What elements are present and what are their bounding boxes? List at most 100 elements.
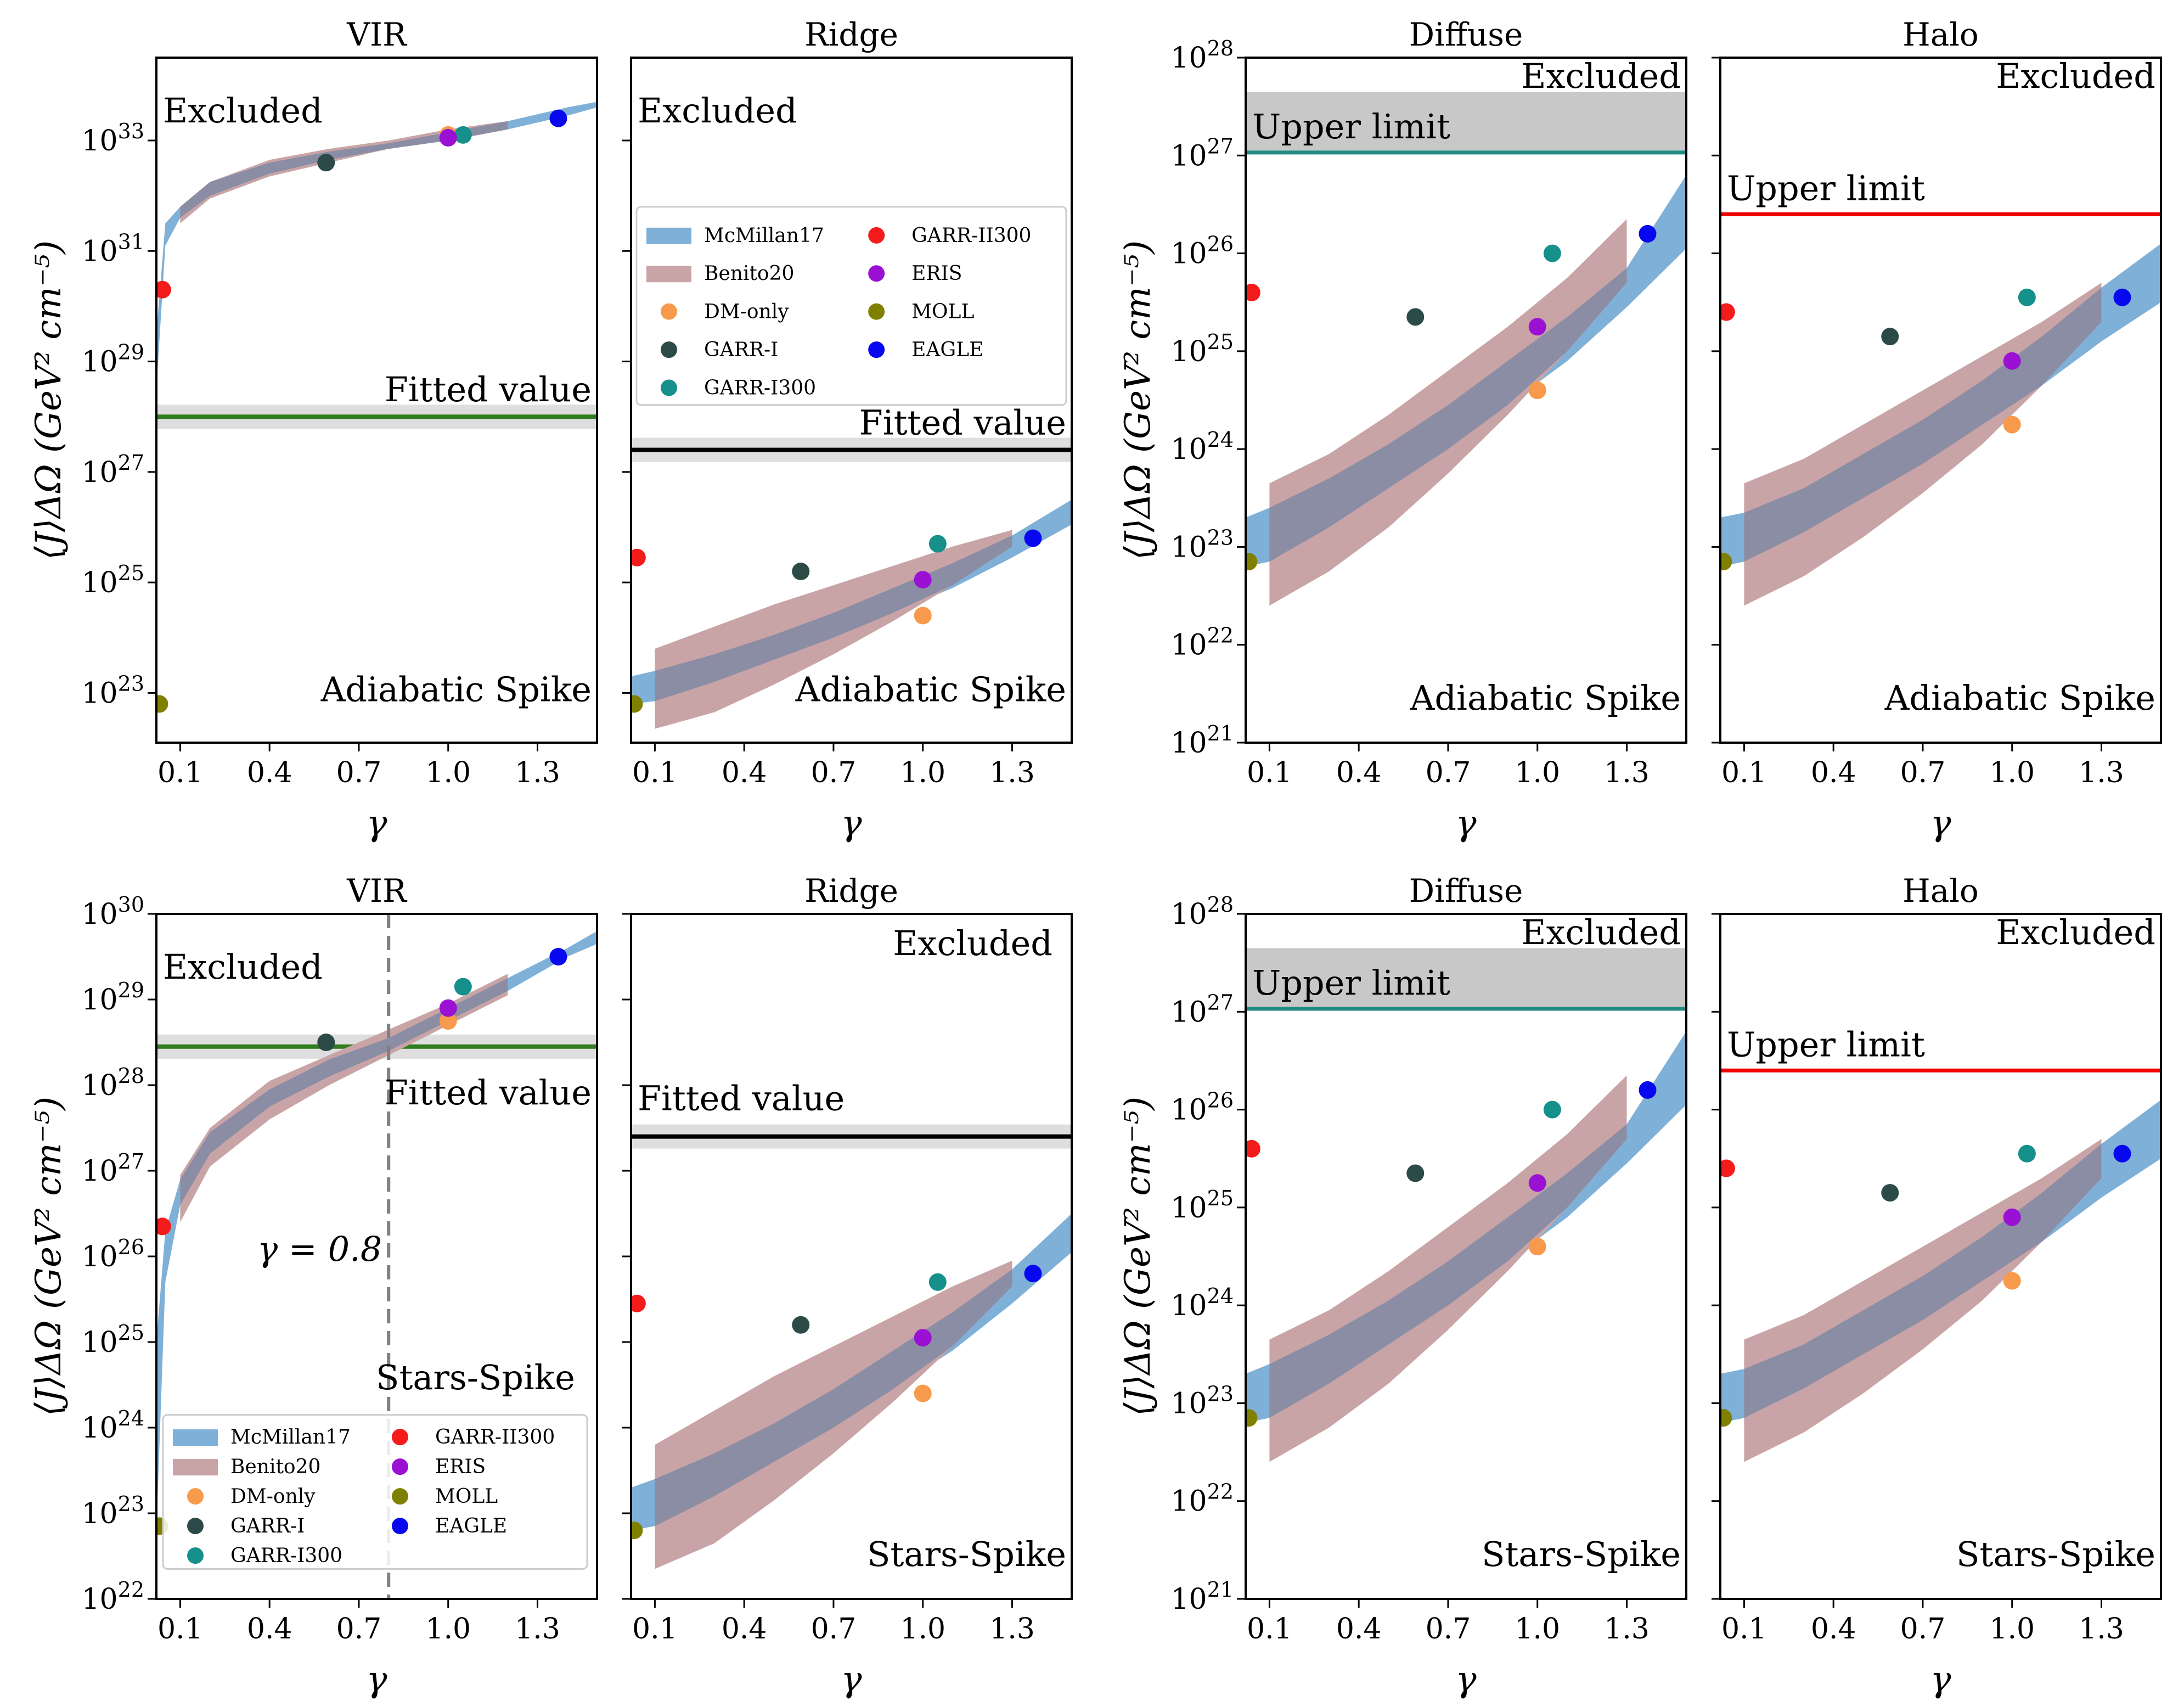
legend-marker-eris: [391, 1458, 408, 1475]
excluded-label: Excluded: [1521, 56, 1681, 96]
point-dm-only: [914, 1384, 932, 1402]
point-eagle: [1024, 1265, 1042, 1283]
point-dm-only: [1528, 1238, 1546, 1256]
x-tick-label: 0.4: [1811, 756, 1856, 789]
point-dm-only: [2003, 416, 2021, 434]
point-eagle: [549, 948, 567, 965]
point-moll: [1246, 553, 1258, 571]
point-garr-i300: [928, 1273, 947, 1291]
panel-adiabatic-ridge: Ridge 0.1 0.4 0.7 1.0 1.3 γ Excluded Fitted valu…: [622, 16, 1073, 844]
point-garr-i300: [454, 978, 472, 996]
axes-frame: [1245, 913, 1687, 1600]
x-tick-label: 0.1: [1721, 1613, 1767, 1646]
legend-marker-eagle: [391, 1518, 408, 1535]
y-tick-label: 1026: [1170, 1088, 1234, 1127]
legend-swatch-benito20: [646, 266, 691, 283]
point-dm-only: [914, 607, 932, 625]
axes-frame: [1245, 57, 1687, 744]
axes-frame: [1719, 913, 2162, 1600]
fitted-label: Fitted value: [385, 369, 592, 409]
plot-area: [631, 437, 1072, 729]
point-garr-ii300: [1246, 283, 1260, 301]
x-axis-label: γ: [1930, 803, 1951, 844]
point-moll: [1246, 1409, 1258, 1427]
model-label: Stars-Spike: [1956, 1534, 2155, 1574]
x-tick-label: 0.7: [1426, 756, 1471, 789]
y-tick-label: 1023: [81, 1492, 144, 1530]
x-tick-label: 1.3: [1604, 1613, 1650, 1646]
y-tick-label: 1022: [1170, 1480, 1234, 1518]
x-tick-label: 1.3: [515, 1613, 560, 1646]
x-tick-label: 0.4: [247, 756, 292, 789]
panel-title: VIR: [346, 872, 408, 910]
x-axis-label: γ: [1455, 803, 1477, 844]
legend-label: Benito20: [230, 1456, 320, 1478]
y-tick-label: 1023: [81, 671, 144, 710]
point-moll: [1720, 553, 1732, 571]
band-overlap: [1744, 288, 2102, 562]
x-tick-label: 0.7: [811, 756, 857, 789]
excluded-label: Excluded: [1521, 912, 1681, 952]
panel-adiabatic-diffuse: Diffuse 0.1 0.4 0.7 1.0 1.3 γ 1021 1022 1023 1024 1…: [1118, 16, 1687, 844]
panel-adiabatic-vir: VIR 0.1 0.4 0.7 1.0 1.3 γ 1023 1025 1027 1029 1031 1…: [29, 16, 598, 844]
panel-adiabatic-halo: Halo 0.1 0.4 0.7 1.0 1.3 γ Excluded Upper limit A…: [1712, 16, 2162, 844]
x-tick-label: 1.3: [1604, 756, 1650, 789]
y-axis-label: ⟨J⟩ΔΩ (GeV² cm⁻⁵): [1118, 240, 1158, 560]
point-garr-ii300: [1246, 1139, 1260, 1158]
x-tick-label: 0.7: [811, 1613, 857, 1646]
legend-box: [635, 206, 1067, 406]
y-tick-label: 1027: [1170, 134, 1234, 172]
x-tick-label: 0.4: [1336, 756, 1382, 789]
upper-limit-label: Upper limit: [1727, 168, 1925, 208]
panel-stars-vir: VIR 0.1 0.4 0.7 1.0 1.3 γ 1022 1023 1024 1025 1026 1…: [29, 872, 598, 1700]
point-garr-i300: [1543, 1101, 1561, 1119]
excluded-label: Excluded: [893, 923, 1052, 963]
x-tick-label: 0.4: [722, 756, 767, 789]
y-tick-label: 1027: [81, 1149, 144, 1188]
legend-swatch-benito20: [173, 1459, 218, 1476]
point-eris: [1528, 1174, 1546, 1192]
point-eris: [439, 128, 457, 147]
y-tick-label: 1029: [81, 978, 144, 1017]
point-garr-ii300: [631, 548, 646, 566]
x-tick-label: 1.3: [989, 756, 1035, 789]
excluded-label: Excluded: [163, 947, 323, 987]
point-garr-i: [792, 563, 810, 580]
y-tick-label: 1025: [81, 1321, 144, 1359]
panel-title: Ridge: [804, 16, 898, 53]
fitted-label: Fitted value: [385, 1073, 592, 1113]
y-tick-label: 1021: [1170, 721, 1234, 760]
x-axis-label: γ: [1455, 1659, 1477, 1700]
point-garr-i300: [928, 535, 947, 553]
excluded-label: Excluded: [1996, 912, 2155, 952]
legend-marker-dm-only: [187, 1488, 204, 1505]
x-tick-label: 0.7: [1900, 756, 1946, 789]
legend-label: ERIS: [435, 1456, 486, 1478]
plot-area: [1246, 92, 1686, 606]
x-tick-label: 1.0: [1515, 756, 1560, 789]
legend-label: EAGLE: [435, 1515, 507, 1537]
y-tick-label: 1033: [81, 119, 144, 158]
panel-title: Diffuse: [1409, 16, 1523, 53]
point-garr-i: [317, 1034, 335, 1051]
excluded-label: Excluded: [638, 91, 797, 131]
model-label: Adiabatic Spike: [320, 670, 592, 710]
legend-swatch-mcmillan17: [173, 1429, 218, 1446]
panel-title: Ridge: [804, 872, 898, 910]
legend-marker-garr-i: [661, 341, 677, 358]
y-tick-label: 1026: [81, 1235, 144, 1273]
plot-area: [156, 102, 597, 713]
y-tick-label: 1031: [81, 229, 144, 268]
legend-label: GARR-II300: [435, 1426, 555, 1449]
legend-marker-garr-ii300: [868, 227, 885, 244]
x-tick-label: 1.0: [425, 756, 471, 789]
point-eagle: [1639, 224, 1657, 243]
x-tick-label: 1.0: [900, 756, 945, 789]
point-garr-i300: [1543, 244, 1561, 262]
y-tick-label: 1022: [81, 1578, 144, 1616]
x-tick-label: 0.4: [1811, 1613, 1856, 1646]
axes-frame: [155, 57, 598, 744]
axes-frame: [630, 57, 1073, 744]
x-tick-label: 1.3: [2079, 756, 2124, 789]
